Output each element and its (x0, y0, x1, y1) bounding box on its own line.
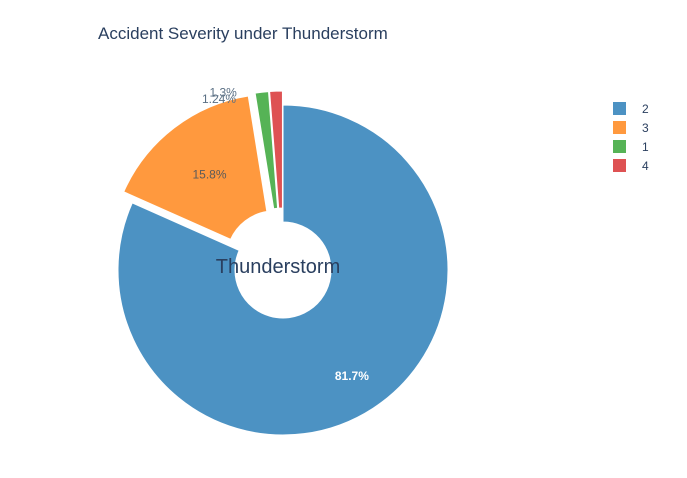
slice-label-3: 15.8% (193, 167, 227, 181)
legend-item[interactable]: 2 (613, 99, 649, 118)
legend-swatch (613, 159, 626, 172)
legend-swatch (613, 121, 626, 134)
pie-slice-2[interactable] (117, 104, 449, 436)
center-label: Thunderstorm (216, 256, 341, 278)
pie-slice-1[interactable] (254, 91, 279, 210)
slice-label-4: 1.24% (202, 92, 236, 106)
legend-label: 2 (642, 101, 649, 116)
slice-label-1: 1.3% (209, 85, 237, 99)
legend-label: 4 (642, 158, 649, 173)
chart-title: Accident Severity under Thunderstorm (98, 24, 388, 43)
legend-swatch (613, 140, 626, 153)
legend: 2 3 1 4 (613, 99, 649, 175)
legend-swatch (613, 102, 626, 115)
legend-item[interactable]: 4 (613, 156, 649, 175)
legend-item[interactable]: 3 (613, 118, 649, 137)
legend-label: 3 (642, 120, 649, 135)
slice-label-2: 81.7% (335, 369, 369, 383)
legend-label: 1 (642, 139, 649, 154)
legend-item[interactable]: 1 (613, 137, 649, 156)
pie-slice-4[interactable] (269, 90, 283, 209)
pie-slice-3[interactable] (123, 95, 268, 241)
